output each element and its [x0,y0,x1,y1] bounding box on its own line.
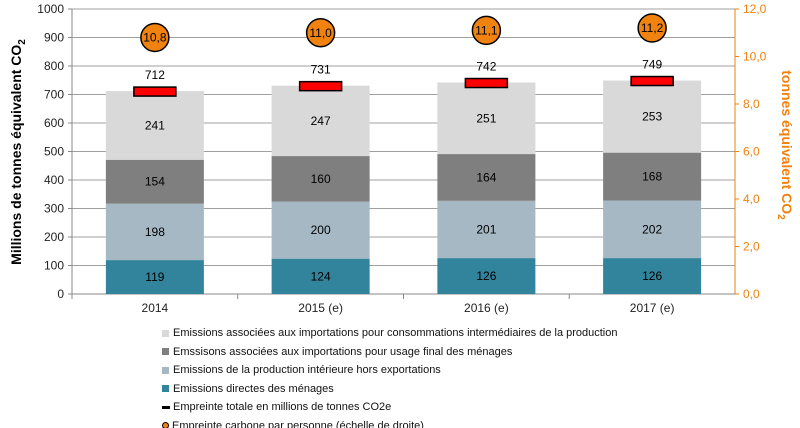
data-label: 198 [145,225,165,239]
y-tick-label: 700 [44,88,64,102]
per-person-marker [471,15,502,46]
bar-segment [105,91,204,160]
legend-swatch [162,329,169,337]
bar-segment [105,159,204,204]
y2-tick-label: 6,0 [743,145,760,159]
bar-segment [105,203,204,261]
data-label: 154 [145,175,165,189]
bar-segment [271,258,370,294]
per-person-marker [140,22,170,53]
y-axis-title-subscript: 2 [17,39,28,45]
data-label: 126 [642,269,662,283]
per-person-marker [637,13,667,43]
legend-label: Empreinte carbone par personne (échelle … [172,419,424,428]
bar-segment [437,154,536,201]
legend-label: Emissions directes des ménages [173,382,334,395]
bar-segment [603,258,702,294]
per-person-marker [305,18,336,48]
total-label: 742 [476,60,496,74]
data-label: 200 [311,223,331,237]
legend: Emissions associées aux importations pou… [162,324,618,428]
data-label: 160 [311,172,331,186]
legend-label: Emissions associées aux importations pou… [173,327,618,340]
legend-label: Empreinte totale en millions de tonnes C… [173,401,392,414]
total-marker [630,75,674,87]
data-label: 202 [642,222,662,236]
y-tick-label: 400 [44,173,64,187]
y-tick-label: 200 [44,230,64,244]
y-tick-label: 800 [44,59,64,73]
x-tick-label: 2017 (e) [630,301,675,315]
bar-segment [105,260,204,294]
total-label: 749 [642,58,662,72]
data-label: 241 [145,118,165,132]
y2-axis-title-subscript: 2 [775,214,786,220]
bar-segment [603,200,702,259]
y2-axis-title: tonnes équivalent CO2 [775,70,795,220]
x-tick-label: 2015 (e) [298,301,343,315]
per-person-label: 11,1 [475,23,498,37]
data-label: 201 [476,222,496,236]
data-label: 126 [476,269,496,283]
bar-segment [603,80,702,153]
per-person-label: 11,2 [641,21,664,35]
x-tick-label: 2016 (e) [464,301,509,315]
bar-segment [437,82,536,155]
y-tick-label: 300 [44,202,64,216]
per-person-label: 10,8 [143,31,167,45]
data-label: 164 [476,170,496,184]
total-label: 712 [145,68,165,82]
data-label: 251 [476,111,496,125]
legend-swatch [162,366,169,374]
bar-segment [271,156,370,202]
data-label: 247 [311,114,331,128]
bar-segment [271,201,370,259]
y2-tick-label: 4,0 [743,192,760,206]
y-axis-title: Millions de tonnes équivalent CO2 [8,39,28,265]
data-label: 253 [642,110,662,124]
y-tick-label: 900 [44,31,64,45]
data-label: 168 [642,170,662,184]
x-tick-label: 2014 [142,301,169,315]
total-label: 731 [311,63,331,77]
total-marker [464,77,509,89]
per-person-label: 11,0 [309,26,332,40]
y-tick-label: 1000 [37,2,64,16]
y2-tick-label: 8,0 [743,97,760,111]
bar-segment [271,85,370,157]
data-label: 124 [311,269,331,283]
total-marker [298,80,343,92]
y-tick-label: 0 [57,287,64,301]
legend-swatch [162,405,170,409]
legend-label: Emissions de la production intérieure ho… [173,364,441,377]
y2-tick-label: 12,0 [743,2,767,16]
legend-item-direct-emissions: Emissions directes des ménages [162,380,618,399]
legend-label: Emssisons associées aux importations pou… [173,345,513,358]
y2-tick-label: 0,0 [743,287,760,301]
bar-segment [437,258,536,294]
legend-item-total: Empreinte totale en millions de tonnes C… [162,398,618,417]
legend-swatch [162,422,169,428]
legend-swatch [162,348,169,356]
legend-item-imports-final: Emssisons associées aux importations pou… [162,343,618,362]
y2-tick-label: 10,0 [743,50,767,64]
y-tick-label: 600 [44,116,64,130]
bar-segment [603,152,702,201]
bar-segment [437,200,536,259]
y-tick-label: 500 [44,145,64,159]
data-label: 119 [145,270,164,284]
total-marker [133,86,177,97]
legend-item-per-person: Empreinte carbone par personne (échelle … [162,417,618,428]
y-tick-label: 100 [44,259,64,273]
legend-item-domestic-production: Emissions de la production intérieure ho… [162,361,618,380]
y2-tick-label: 2,0 [743,240,760,254]
legend-swatch [162,385,169,393]
legend-item-imports-intermediate: Emissions associées aux importations pou… [162,324,618,343]
